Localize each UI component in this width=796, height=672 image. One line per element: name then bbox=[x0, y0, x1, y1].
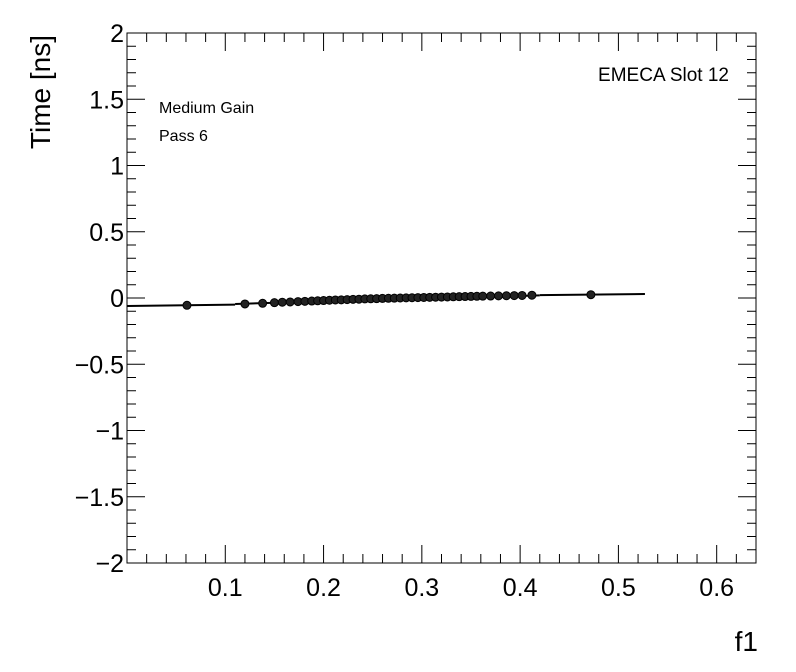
x-tick-label: 0.2 bbox=[306, 574, 341, 602]
data-point bbox=[509, 291, 519, 301]
x-tick-label: 0.1 bbox=[208, 574, 243, 602]
y-tick-label: 0.5 bbox=[89, 219, 124, 247]
y-axis-label: Time [ns] bbox=[25, 35, 56, 149]
x-tick-label: 0.4 bbox=[503, 574, 538, 602]
tick-labels: −2 −1.5 −1 −0.5 0 0.5 1 1.5 2 0.1 0.2 0.3 0.4 0.5 0.6 bbox=[75, 20, 734, 602]
data-point bbox=[486, 291, 496, 301]
plot-frame bbox=[126, 32, 757, 564]
data-point bbox=[501, 291, 511, 301]
pass-annotation: Pass 6 bbox=[159, 128, 208, 145]
x-tick-label: 0.5 bbox=[601, 574, 636, 602]
data-point bbox=[258, 298, 268, 308]
x-tick-label: 0.6 bbox=[699, 574, 734, 602]
data-point bbox=[586, 290, 596, 300]
slot-annotation: EMECA Slot 12 bbox=[598, 65, 729, 86]
y-tick-label: 1 bbox=[110, 153, 124, 181]
fit-line-segment bbox=[126, 303, 236, 307]
y-tick-label: 1.5 bbox=[89, 86, 124, 114]
data-point bbox=[517, 290, 527, 300]
data-point bbox=[527, 290, 537, 300]
data-points bbox=[182, 290, 596, 310]
data-point bbox=[277, 297, 287, 307]
y-tick-label: −1.5 bbox=[75, 484, 124, 512]
data-point bbox=[478, 291, 488, 301]
y-tick-label: −1 bbox=[95, 418, 124, 446]
y-tick-label: −2 bbox=[95, 550, 124, 578]
y-tick-label: 0 bbox=[110, 285, 124, 313]
data-point bbox=[182, 300, 192, 310]
y-tick-label: −0.5 bbox=[75, 351, 124, 379]
y-tick-label: 2 bbox=[110, 20, 124, 48]
data-point bbox=[269, 298, 279, 308]
data-point bbox=[240, 299, 250, 309]
x-tick-label: 0.3 bbox=[404, 574, 439, 602]
data-point bbox=[494, 291, 504, 301]
x-axis-label: f1 bbox=[735, 626, 758, 657]
gain-annotation: Medium Gain bbox=[159, 100, 254, 117]
data-point bbox=[285, 297, 295, 307]
